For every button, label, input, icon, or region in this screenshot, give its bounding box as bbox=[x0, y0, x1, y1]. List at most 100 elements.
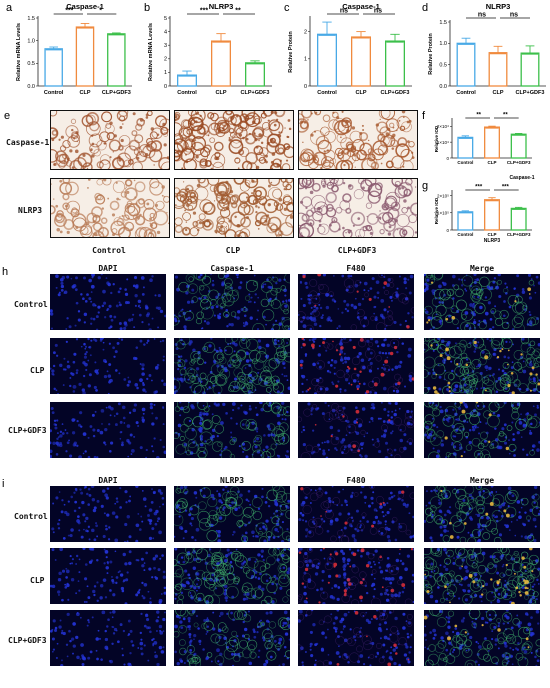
fluorescence-texture bbox=[174, 486, 290, 542]
chart-f-bar bbox=[485, 127, 500, 158]
chart-g-sig-label: *** bbox=[475, 185, 483, 191]
fluorescence-texture bbox=[424, 402, 540, 458]
chart-f-bar bbox=[511, 134, 526, 158]
if-h-image-gdf3-caspase1 bbox=[174, 402, 290, 458]
if-h-row-label-gdf3: CLP+GDF3 bbox=[8, 426, 47, 435]
chart-a-ytick-label: 1.0 bbox=[27, 38, 35, 44]
ihc-col-label-clp: CLP bbox=[174, 246, 292, 255]
chart-b-bar bbox=[212, 41, 231, 86]
chart-g: 01×10⁵2×10⁵Relative IODControl CLP CLP+GDF… bbox=[420, 178, 550, 254]
if-i-col-label-nlrp3: NLRP3 bbox=[174, 476, 290, 485]
chart-b-xtick-label: Control bbox=[177, 90, 197, 96]
chart-d-ytick-label: 1.0 bbox=[439, 41, 447, 47]
if-i-col-label-dapi: DAPI bbox=[50, 476, 166, 485]
chart-a-xtick-label: CLP bbox=[80, 90, 91, 96]
if-h-row-label-control: Control bbox=[14, 300, 48, 309]
chart-d-sig-label: ns bbox=[510, 12, 518, 19]
fluorescence-texture bbox=[50, 338, 166, 394]
if-i-image-clp-dapi bbox=[50, 548, 166, 604]
chart-b-title: NLRP3 bbox=[209, 2, 234, 11]
chart-c: Caspase-1012Relative ProteinControl CLP CL… bbox=[280, 0, 420, 112]
ihc-image-caspase1-clp bbox=[174, 110, 294, 170]
ihc-col-label-gdf3: CLP+GDF3 bbox=[298, 246, 416, 255]
chart-f-xtick-label: CLP+GDF3 bbox=[507, 160, 531, 165]
if-h-row-label-clp: CLP bbox=[30, 366, 44, 375]
if-i-image-clp-f480 bbox=[298, 548, 414, 604]
chart-b-ytick-label: 1 bbox=[164, 70, 167, 76]
chart-b-sig-label: *** bbox=[200, 8, 208, 15]
if-h-col-label-merge: Merge bbox=[424, 264, 540, 273]
fluorescence-texture bbox=[424, 338, 540, 394]
if-h-image-control-caspase1 bbox=[174, 274, 290, 330]
chart-g-bar bbox=[511, 208, 526, 230]
chart-b-xtick-label: CLP+GDF3 bbox=[241, 90, 270, 96]
if-h-image-control-f480 bbox=[298, 274, 414, 330]
if-i-image-gdf3-f480 bbox=[298, 610, 414, 666]
chart-a-bar bbox=[76, 27, 93, 86]
chart-f-ytick-label: 0 bbox=[446, 156, 449, 161]
ihc-image-nlrp3-clp bbox=[174, 178, 294, 238]
chart-c-ytick-label: 0 bbox=[304, 84, 307, 90]
ihc-col-label-control: Control bbox=[50, 246, 168, 255]
chart-a-ytick-label: 0.5 bbox=[27, 61, 35, 67]
chart-f-bar bbox=[458, 137, 473, 158]
if-h-image-control-merge bbox=[424, 274, 540, 330]
chart-a-ytick-label: 1.5 bbox=[27, 16, 35, 22]
if-h-image-gdf3-merge bbox=[424, 402, 540, 458]
chart-c-ytick-label: 2 bbox=[304, 29, 307, 35]
chart-a-sig-label: * bbox=[99, 8, 102, 15]
fluorescence-texture bbox=[174, 402, 290, 458]
chart-f-sig-label: ** bbox=[476, 113, 481, 119]
if-i-image-clp-merge bbox=[424, 548, 540, 604]
fluorescence-texture bbox=[298, 338, 414, 394]
fluorescence-texture bbox=[424, 486, 540, 542]
fluorescence-texture bbox=[424, 548, 540, 604]
chart-d-bar bbox=[457, 43, 475, 86]
if-i-image-control-nlrp3 bbox=[174, 486, 290, 542]
fluorescence-texture bbox=[174, 274, 290, 330]
chart-b: NLRP3 0 1 2 3 4 5 Relative mRNA Levels Control CL… bbox=[140, 0, 280, 112]
chart-f-sig-label: ** bbox=[503, 113, 508, 119]
if-h-col-label-f480: F480 bbox=[298, 264, 414, 273]
if-i-col-label-f480: F480 bbox=[298, 476, 414, 485]
tissue-texture bbox=[175, 111, 293, 169]
if-h-image-gdf3-dapi bbox=[50, 402, 166, 458]
chart-g-xtick-label: CLP bbox=[488, 232, 497, 237]
chart-c-ylabel: Relative Protein bbox=[288, 31, 294, 73]
chart-a-bar bbox=[45, 49, 62, 86]
panel-label-i: i bbox=[2, 478, 4, 490]
fluorescence-texture bbox=[174, 610, 290, 666]
chart-c-bar bbox=[352, 37, 371, 86]
if-h-col-label-dapi: DAPI bbox=[50, 264, 166, 273]
chart-c-ytick-label: 1 bbox=[304, 57, 307, 63]
if-i-image-control-f480 bbox=[298, 486, 414, 542]
if-i-row-label-clp: CLP bbox=[30, 576, 44, 585]
chart-c-bar bbox=[386, 41, 405, 86]
chart-d-ytick-label: 0.0 bbox=[439, 84, 447, 90]
if-h-image-clp-merge bbox=[424, 338, 540, 394]
fluorescence-texture bbox=[298, 274, 414, 330]
panel-label-h: h bbox=[2, 266, 8, 278]
if-i-col-label-merge: Merge bbox=[424, 476, 540, 485]
chart-f-xtick-label: CLP bbox=[488, 160, 497, 165]
chart-b-ytick-label: 4 bbox=[164, 29, 167, 35]
chart-g-xlabel: NLRP3 bbox=[484, 238, 501, 244]
if-i-image-gdf3-dapi bbox=[50, 610, 166, 666]
if-i-image-gdf3-merge bbox=[424, 610, 540, 666]
ihc-image-nlrp3-control bbox=[50, 178, 170, 238]
fluorescence-texture bbox=[50, 274, 166, 330]
chart-g-ytick-label: 2×10⁵ bbox=[437, 193, 449, 198]
fluorescence-texture bbox=[50, 486, 166, 542]
chart-d-ylabel: Relative Protein bbox=[428, 33, 434, 75]
chart-d-title: NLRP3 bbox=[486, 2, 511, 11]
fluorescence-texture bbox=[50, 402, 166, 458]
if-i-image-clp-nlrp3 bbox=[174, 548, 290, 604]
fluorescence-texture bbox=[50, 610, 166, 666]
chart-d: NLRP3 0.0 0.5 1.0 1.5 Relative Protein Control… bbox=[420, 0, 550, 112]
tissue-texture bbox=[51, 111, 169, 169]
if-i-image-gdf3-nlrp3 bbox=[174, 610, 290, 666]
fluorescence-texture bbox=[424, 610, 540, 666]
chart-b-bar bbox=[178, 75, 197, 86]
chart-d-xtick-label: CLP bbox=[493, 90, 504, 96]
